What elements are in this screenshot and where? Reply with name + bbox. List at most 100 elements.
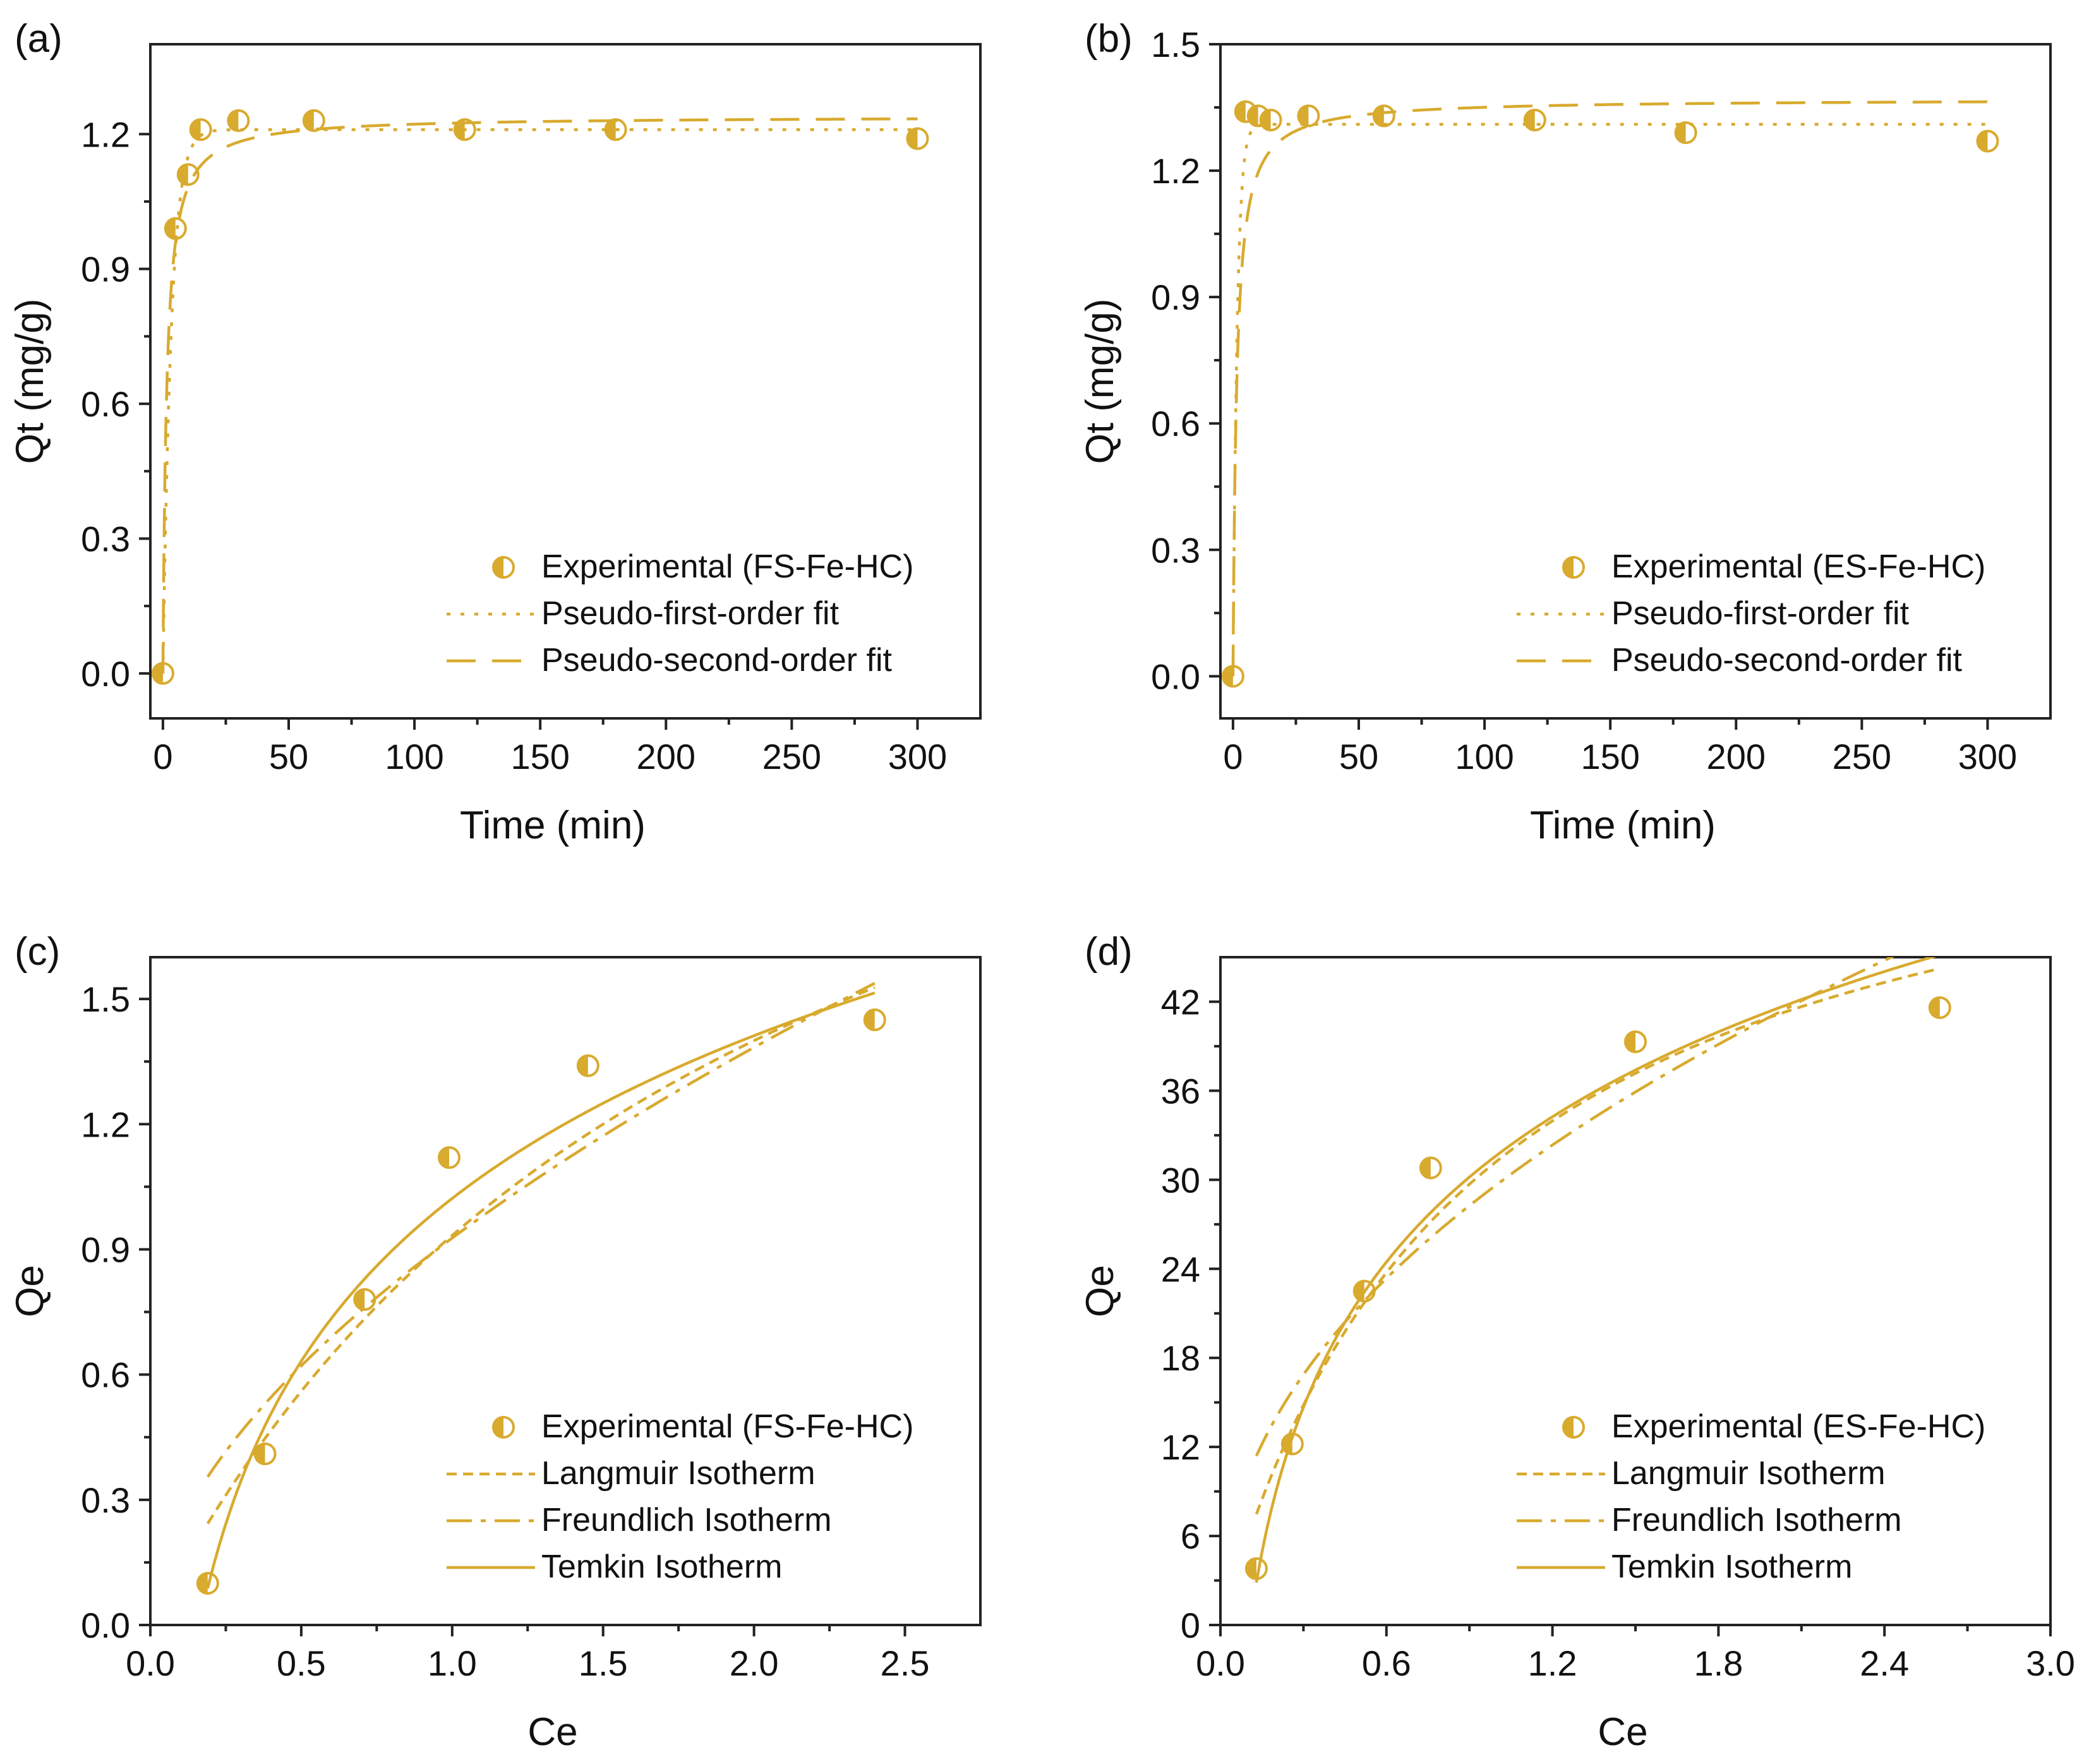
plot-frame [1219, 43, 2052, 720]
legend-label: Temkin Isotherm [541, 1549, 782, 1585]
y-tick-label: 0.6 [81, 1355, 130, 1395]
y-tick-label: 0.0 [1151, 656, 1200, 696]
fit-line-temkin [1255, 957, 1937, 1583]
y-tick-label: 0.0 [81, 654, 130, 694]
legend-label: Experimental (ES-Fe-HC) [1611, 1408, 1985, 1445]
plot-frame [149, 956, 982, 1626]
data-point [1244, 1557, 1268, 1580]
x-axis-title: Ce [527, 1710, 577, 1754]
legend-label: Pseudo-first-order fit [541, 595, 840, 632]
x-tick-label: 50 [1339, 737, 1378, 776]
x-tick-label: 150 [510, 737, 569, 776]
chart-panel-3: 0.0 0.5 1.0 1.5 2.0 2.50.00.30.60.91.21.5CeQe… [8, 930, 982, 1754]
legend-label: Experimental (ES-Fe-HC) [1611, 548, 1985, 585]
data-point [906, 127, 929, 150]
x-tick-label: 3.0 [2026, 1643, 2075, 1683]
x-tick-label: 50 [269, 737, 308, 776]
x-tick-label: 2.0 [730, 1643, 779, 1683]
legend-label: Freundlich Isotherm [1611, 1502, 1902, 1538]
y-axis-title: Qe [8, 1265, 52, 1317]
y-tick-label: 42 [1161, 982, 1200, 1022]
y-tick-label: 1.5 [81, 979, 130, 1019]
y-axis-title: Qt (mg/g) [8, 299, 52, 464]
x-tick-label: 150 [1580, 737, 1639, 776]
y-tick-label: 0.6 [81, 384, 130, 424]
legend-label: Freundlich Isotherm [541, 1502, 832, 1538]
data-point [1976, 130, 1999, 153]
legend: Experimental (ES-Fe-HC) Langmuir Isotherm… [1517, 1408, 1985, 1585]
y-tick-label: 0.0 [81, 1605, 130, 1645]
data-point [1419, 1156, 1442, 1180]
y-tick-label: 1.2 [81, 1104, 130, 1144]
legend-label: Langmuir Isotherm [1611, 1455, 1886, 1492]
x-axis-title: Time (min) [460, 804, 646, 847]
y-tick-label: 0.3 [81, 519, 130, 559]
fit-line-pso [161, 117, 918, 674]
legend-label: Experimental (FS-Fe-HC) [541, 1408, 913, 1445]
y-tick-label: 1.2 [81, 114, 130, 154]
data-point [1259, 109, 1282, 132]
x-tick-label: 2.5 [881, 1643, 930, 1683]
legend: Experimental (ES-Fe-HC) Pseudo-first-orde… [1517, 548, 1985, 679]
data-point [576, 1054, 599, 1077]
x-tick-label: 0.6 [1362, 1643, 1411, 1683]
data-point [1297, 104, 1320, 128]
plot-data [1221, 100, 1999, 688]
data-point [176, 163, 200, 186]
plot-frame [149, 43, 982, 720]
y-tick-label: 36 [1161, 1071, 1200, 1111]
panel-label: (b) [1085, 17, 1133, 61]
panel-label: (a) [15, 17, 63, 61]
x-tick-label: 1.0 [428, 1643, 477, 1683]
y-tick-label: 0.3 [1151, 530, 1200, 570]
legend: Experimental (FS-Fe-HC) Pseudo-first-orde… [447, 548, 913, 679]
x-tick-label: 2.4 [1860, 1643, 1909, 1683]
x-axis-title: Ce [1598, 1710, 1647, 1754]
data-point [164, 217, 187, 240]
y-tick-label: 1.2 [1151, 151, 1200, 191]
y-axis-title: Qe [1078, 1265, 1122, 1317]
x-tick-label: 0.0 [1196, 1643, 1245, 1683]
fit-line-langmuir [206, 986, 876, 1525]
x-tick-label: 250 [1833, 737, 1891, 776]
legend-label: Temkin Isotherm [1611, 1549, 1852, 1585]
y-tick-label: 0.6 [1151, 404, 1200, 444]
legend-marker [492, 1416, 515, 1439]
panel-label: (c) [15, 930, 60, 974]
y-tick-label: 0.9 [1151, 277, 1200, 317]
data-point [189, 118, 212, 142]
panel-label: (d) [1085, 930, 1133, 974]
x-tick-label: 200 [1707, 737, 1766, 776]
legend-label: Pseudo-second-order fit [541, 642, 893, 679]
legend-marker [1562, 556, 1585, 579]
fit-line-freundlich [206, 982, 876, 1478]
x-tick-label: 300 [1958, 737, 2017, 776]
x-tick-label: 0.0 [126, 1643, 175, 1683]
x-tick-label: 200 [637, 737, 695, 776]
x-tick-label: 250 [762, 737, 821, 776]
legend: Experimental (FS-Fe-HC) Langmuir Isotherm… [447, 1408, 913, 1585]
y-tick-label: 6 [1181, 1516, 1200, 1556]
x-tick-label: 1.8 [1694, 1643, 1743, 1683]
x-tick-label: 100 [385, 737, 443, 776]
data-point [1674, 121, 1697, 145]
x-tick-label: 1.5 [579, 1643, 628, 1683]
data-point [604, 118, 627, 142]
chart-panel-2: 0 50 100 150 200 250 300 0.0 0.3 0.6 0.9 1.2 1.5 Time… [1078, 17, 2052, 847]
data-point [1523, 109, 1546, 132]
data-point [1624, 1030, 1647, 1053]
legend-marker [492, 556, 515, 579]
y-tick-label: 0.3 [81, 1480, 130, 1520]
data-point [863, 1008, 886, 1032]
legend-marker [1562, 1416, 1585, 1439]
x-axis-title: Time (min) [1530, 804, 1716, 847]
y-tick-label: 0 [1181, 1605, 1200, 1645]
legend-label: Pseudo-second-order fit [1611, 642, 1963, 679]
fit-line-freundlich [1255, 957, 1895, 1457]
legend-label: Pseudo-first-order fit [1611, 595, 1910, 632]
y-tick-label: 30 [1161, 1160, 1200, 1200]
legend-label: Experimental (FS-Fe-HC) [541, 548, 913, 585]
data-point [1928, 996, 1951, 1019]
